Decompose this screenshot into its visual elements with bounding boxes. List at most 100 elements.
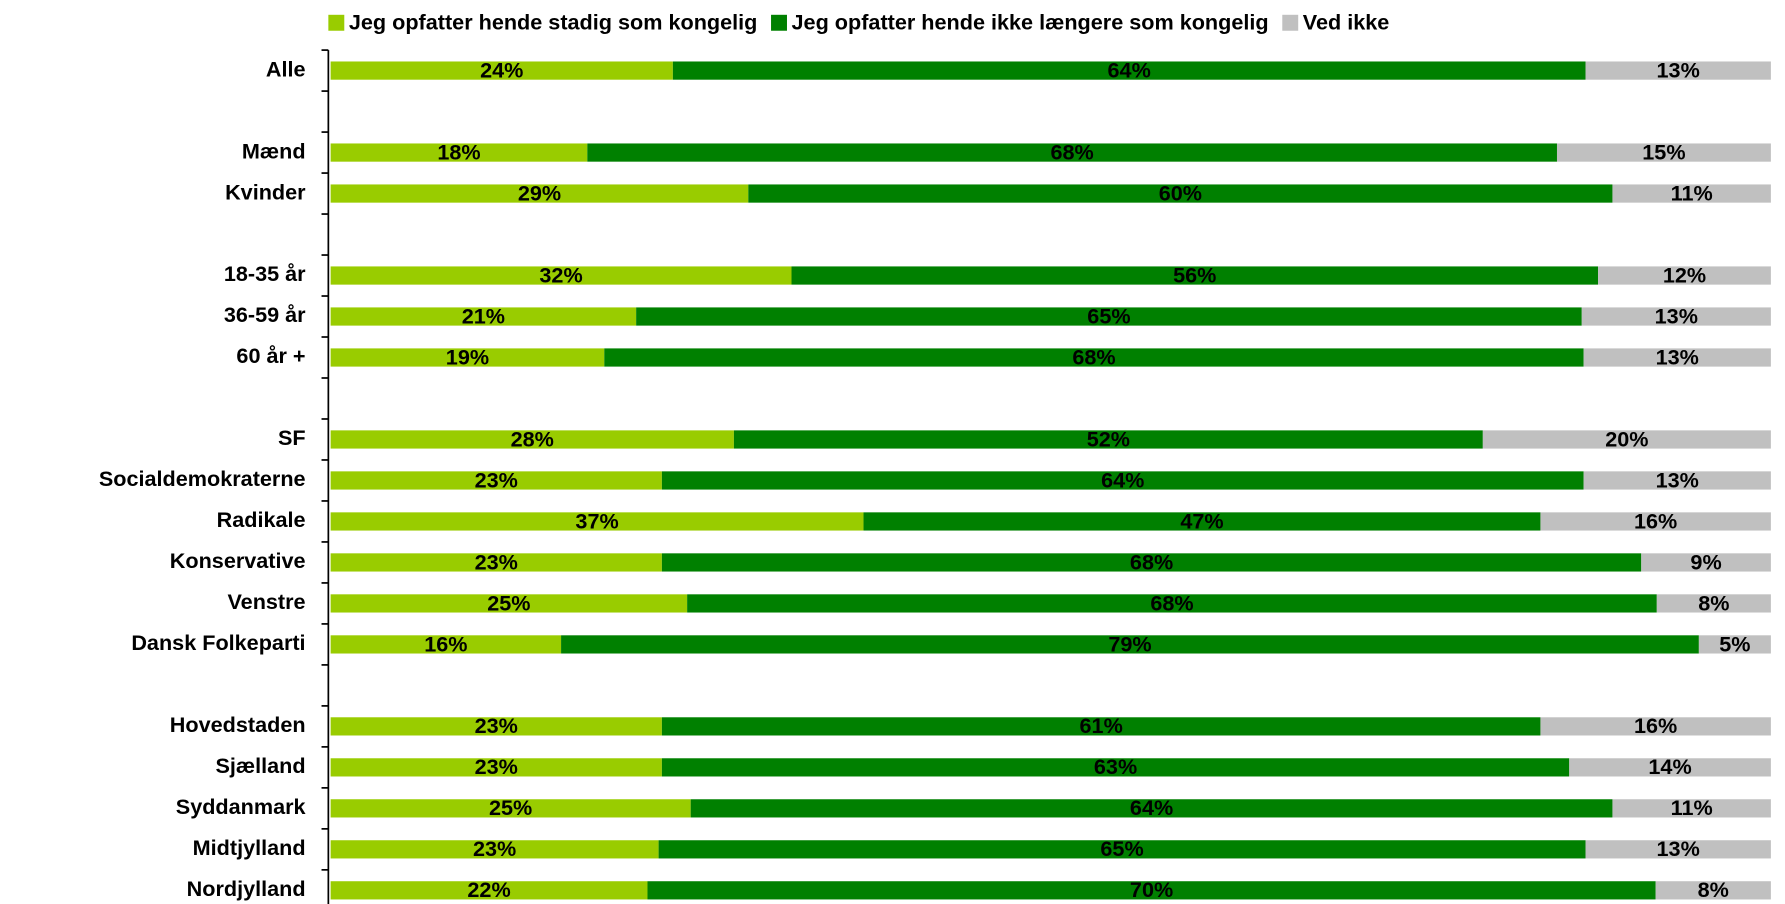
value-label: 23% <box>475 754 518 779</box>
value-label: 8% <box>1698 877 1729 902</box>
bar-segment <box>661 717 1541 736</box>
bar-segment <box>658 840 1586 859</box>
category-label: SF <box>278 425 306 450</box>
category-label: Dansk Folkeparti <box>131 630 305 655</box>
bar-segment <box>330 61 673 80</box>
value-label: 20% <box>1605 426 1648 451</box>
bar-segment <box>1569 758 1771 777</box>
value-label: 28% <box>511 426 554 451</box>
bar-segment <box>1540 717 1771 736</box>
value-label: 23% <box>475 467 518 492</box>
bar-segment <box>330 717 662 736</box>
category-label: Venstre <box>227 589 305 614</box>
value-label: 65% <box>1087 303 1130 328</box>
category-label: Nordjylland <box>187 876 306 901</box>
bar-segment <box>330 348 605 367</box>
value-label: 56% <box>1173 262 1216 287</box>
bar-segment <box>1583 471 1771 490</box>
bar-segment <box>733 430 1483 449</box>
bar-segment <box>661 758 1570 777</box>
value-label: 16% <box>1634 508 1677 533</box>
value-label: 23% <box>475 549 518 574</box>
category-label: Midtjylland <box>193 835 306 860</box>
value-label: 63% <box>1094 754 1137 779</box>
value-label: 13% <box>1657 57 1700 82</box>
bar-segment <box>330 266 792 285</box>
bar-segment <box>1585 61 1771 80</box>
bar-segment <box>330 840 659 859</box>
legend-label: Jeg opfatter hende stadig som kongelig <box>349 10 758 35</box>
value-label: 64% <box>1130 795 1173 820</box>
bar-segment <box>1598 266 1771 285</box>
bar-segment <box>330 143 588 162</box>
value-label: 61% <box>1080 713 1123 738</box>
bar-segment <box>330 799 691 818</box>
value-label: 22% <box>467 877 510 902</box>
bar-segment <box>330 594 688 613</box>
bar-segment <box>330 430 734 449</box>
value-label: 64% <box>1101 467 1144 492</box>
bar-segment <box>672 61 1586 80</box>
category-label: 36-59 år <box>224 302 306 327</box>
value-label: 37% <box>575 508 618 533</box>
value-label: 11% <box>1671 180 1713 205</box>
value-label: 19% <box>446 344 489 369</box>
bar-segment <box>1612 799 1771 818</box>
bar-segment <box>748 184 1613 203</box>
value-label: 25% <box>489 795 532 820</box>
legend-label: Jeg opfatter hende ikke længere som kong… <box>792 10 1269 35</box>
bar-segment <box>1698 635 1771 654</box>
value-label: 11% <box>1671 795 1713 820</box>
category-label: Hovedstaden <box>170 712 306 737</box>
value-label: 68% <box>1150 590 1193 615</box>
bar-segment <box>661 471 1584 490</box>
value-label: 79% <box>1108 631 1151 656</box>
bar-segment <box>1612 184 1771 203</box>
category-label: 18-35 år <box>224 261 306 286</box>
bar-segment <box>1585 840 1771 859</box>
bar-segment <box>330 184 749 203</box>
value-label: 18% <box>437 139 480 164</box>
bar-segment <box>330 881 648 900</box>
bar-segment <box>1655 881 1771 900</box>
value-label: 12% <box>1663 262 1706 287</box>
bar-segment <box>1583 348 1771 367</box>
value-label: 32% <box>539 262 582 287</box>
value-label: 52% <box>1087 426 1130 451</box>
category-label: Radikale <box>217 507 306 532</box>
value-label: 14% <box>1648 754 1691 779</box>
value-label: 13% <box>1656 467 1699 492</box>
bar-segment <box>1556 143 1771 162</box>
value-label: 60% <box>1159 180 1202 205</box>
bar-segment <box>661 553 1642 572</box>
category-label: Syddanmark <box>176 794 307 819</box>
bar-segment <box>604 348 1584 367</box>
bar-segment <box>1641 553 1771 572</box>
legend-label: Ved ikke <box>1303 10 1390 35</box>
category-label: Socialdemokraterne <box>99 466 306 491</box>
category-label: Kvinder <box>225 179 306 204</box>
value-label: 64% <box>1108 57 1151 82</box>
value-label: 16% <box>424 631 467 656</box>
bar-segment <box>690 799 1613 818</box>
value-label: 68% <box>1072 344 1115 369</box>
value-label: 15% <box>1642 139 1685 164</box>
bar-segment <box>636 307 1582 326</box>
bar-segment <box>561 635 1699 654</box>
bar-segment <box>330 553 662 572</box>
category-label: Mænd <box>242 138 306 163</box>
value-label: 68% <box>1130 549 1173 574</box>
value-label: 25% <box>487 590 530 615</box>
value-label: 13% <box>1657 836 1700 861</box>
legend-swatch <box>1282 14 1299 31</box>
bar-segment <box>330 758 662 777</box>
value-label: 70% <box>1130 877 1173 902</box>
bar-segment <box>791 266 1599 285</box>
bar-segment <box>330 471 662 490</box>
bar-segment <box>587 143 1557 162</box>
legend-swatch <box>328 14 345 31</box>
value-label: 21% <box>462 303 505 328</box>
value-label: 23% <box>475 713 518 738</box>
value-label: 13% <box>1655 303 1698 328</box>
